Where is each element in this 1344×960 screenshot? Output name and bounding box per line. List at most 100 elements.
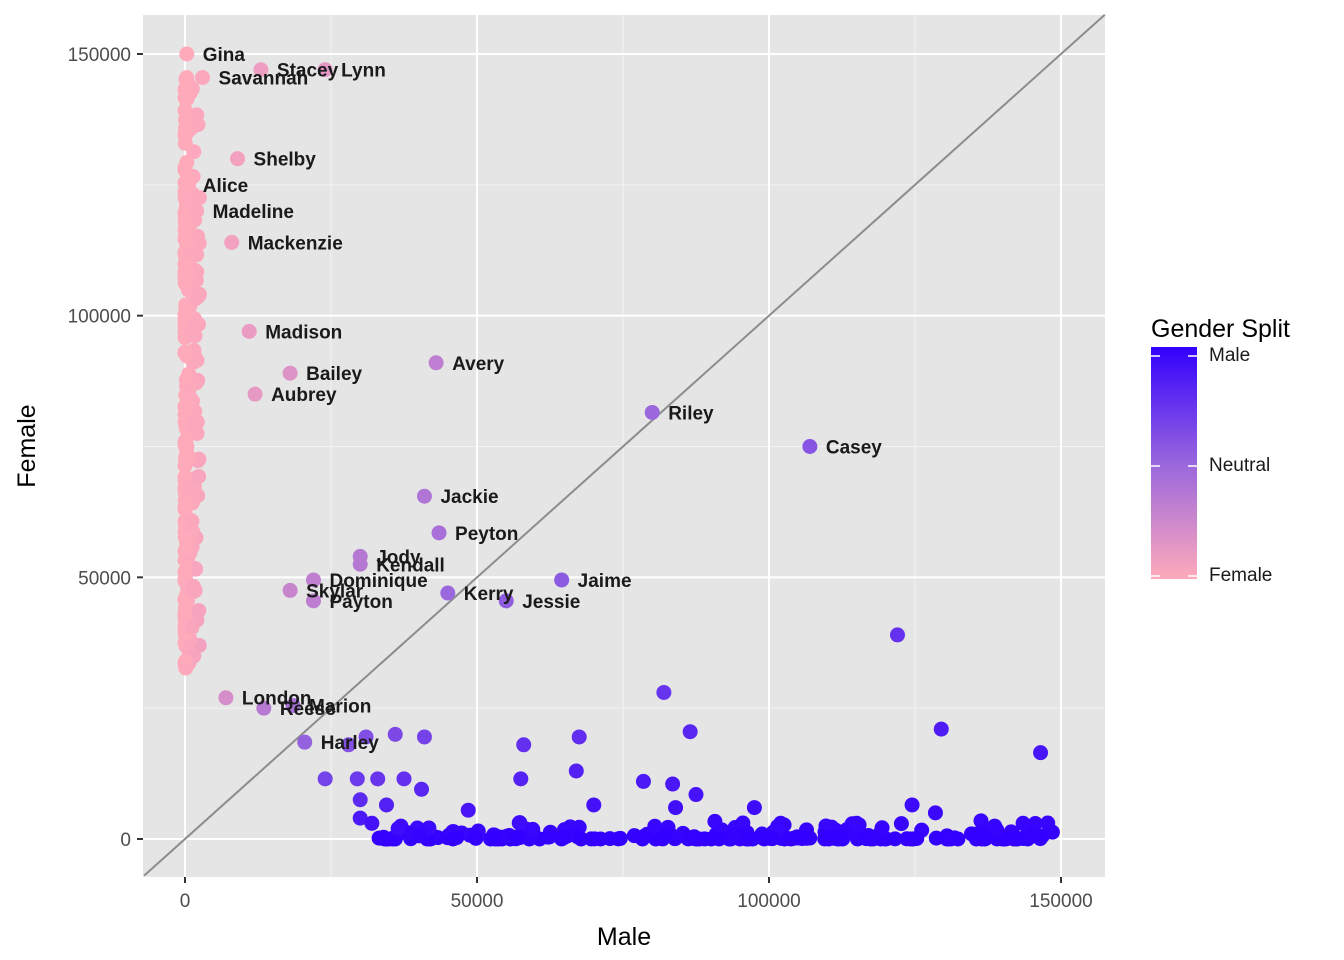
data-point — [189, 352, 205, 368]
data-point — [179, 91, 195, 107]
legend-ticks — [1151, 355, 1197, 577]
data-point — [178, 660, 194, 676]
data-point — [818, 818, 834, 834]
data-point — [586, 797, 602, 813]
data-point — [665, 776, 681, 792]
data-point — [440, 585, 456, 601]
data-point — [460, 802, 476, 818]
data-point — [635, 773, 651, 789]
point-label: Lynn — [341, 61, 386, 82]
data-point — [218, 690, 234, 706]
data-point — [860, 827, 876, 843]
data-point — [317, 62, 333, 78]
data-point — [184, 481, 200, 497]
point-label: Reese — [280, 699, 336, 720]
data-point — [191, 468, 207, 484]
data-point — [352, 810, 368, 826]
data-point — [177, 499, 193, 515]
data-point — [247, 386, 263, 402]
data-point — [282, 582, 298, 598]
data-point — [387, 726, 403, 742]
point-label: Kerry — [464, 584, 514, 605]
data-point — [179, 235, 195, 251]
point-label: Peyton — [455, 524, 518, 545]
x-tick-label: 100000 — [737, 891, 800, 912]
data-point — [821, 831, 837, 847]
point-label: Madison — [265, 322, 342, 343]
data-points — [177, 46, 1060, 847]
x-tick-label: 50000 — [451, 891, 504, 912]
data-point — [178, 541, 194, 557]
data-point — [508, 831, 524, 847]
data-point — [285, 698, 301, 714]
point-label: Avery — [452, 354, 505, 375]
data-point — [358, 729, 374, 745]
data-point — [682, 724, 698, 740]
point-label: Shelby — [254, 150, 317, 171]
data-point — [681, 830, 697, 846]
data-point — [411, 828, 427, 844]
data-point — [177, 102, 193, 118]
data-point — [1044, 824, 1060, 840]
data-point — [889, 627, 905, 643]
y-tick-label: 100000 — [68, 307, 131, 328]
point-label: Jody — [376, 547, 421, 568]
data-point — [305, 572, 321, 588]
data-point — [516, 737, 532, 753]
data-point — [431, 525, 447, 541]
y-tick-label: 150000 — [68, 45, 131, 66]
data-point — [184, 620, 200, 636]
point-label: Casey — [826, 438, 882, 459]
data-point — [177, 563, 193, 579]
identity-reference-line — [143, 14, 1106, 877]
point-label: Alice — [203, 176, 248, 197]
data-point — [177, 269, 193, 285]
data-point — [241, 323, 257, 339]
data-point — [540, 829, 556, 845]
point-label: Mackenzie — [248, 233, 343, 254]
x-axis-title: Male — [597, 923, 651, 951]
data-point — [416, 488, 432, 504]
data-point — [191, 603, 207, 619]
x-tick-label: 0 — [180, 891, 191, 912]
data-point — [849, 815, 865, 831]
legend: Gender Split Male Neutral Female — [1151, 315, 1290, 586]
legend-label-neutral: Neutral — [1209, 455, 1270, 476]
data-point — [1033, 745, 1049, 761]
data-point — [191, 288, 207, 304]
data-point — [773, 815, 789, 831]
data-point — [928, 830, 944, 846]
data-point — [282, 365, 298, 381]
point-label: Harley — [321, 733, 380, 754]
data-point — [989, 822, 1005, 838]
data-point — [725, 827, 741, 843]
data-point — [177, 162, 193, 178]
data-point — [902, 831, 918, 847]
data-point — [189, 203, 205, 219]
data-point — [873, 824, 889, 840]
data-point — [571, 729, 587, 745]
data-point — [297, 734, 313, 750]
data-point — [178, 397, 194, 413]
data-point — [305, 593, 321, 609]
data-point — [195, 70, 211, 86]
point-label: Bailey — [306, 364, 362, 385]
data-point — [637, 828, 653, 844]
point-label: Stacey — [277, 61, 339, 82]
data-point — [396, 771, 412, 787]
legend-label-female: Female — [1209, 565, 1272, 586]
data-point — [177, 307, 193, 323]
data-point — [179, 46, 195, 62]
data-point — [468, 830, 484, 846]
legend-label-male: Male — [1209, 345, 1250, 366]
data-point — [612, 830, 628, 846]
data-point — [178, 258, 194, 274]
point-label: Dominique — [329, 571, 427, 592]
data-point — [190, 117, 206, 133]
point-label: Gina — [203, 45, 246, 66]
data-point — [177, 345, 193, 361]
data-point — [512, 815, 528, 831]
point-label: Payton — [329, 592, 392, 613]
y-tick-label: 0 — [120, 830, 131, 851]
